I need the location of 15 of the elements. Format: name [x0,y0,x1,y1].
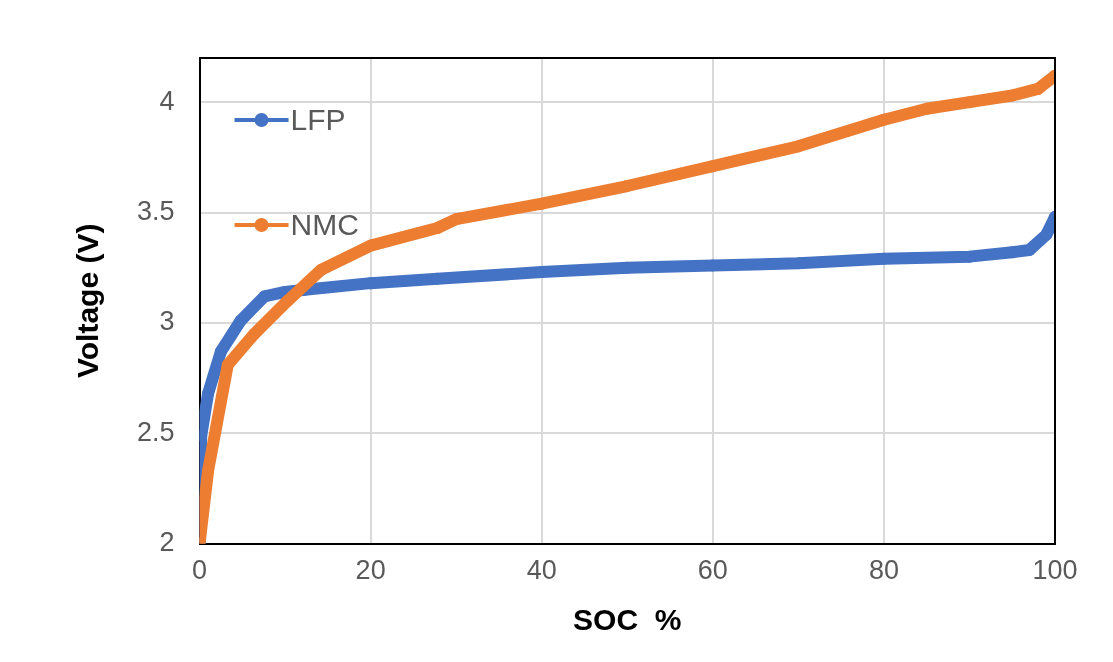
x-tick-label: 80 [868,555,899,586]
y-tick-label: 2 [159,527,175,558]
x-tick-label: 60 [697,555,728,586]
x-tick-label: 40 [526,555,557,586]
y-tick-label: 2.5 [136,416,175,447]
x-tick-label: 100 [1032,555,1078,586]
y-axis-title: Voltage (V) [71,223,105,379]
x-axis-title: SOC % [573,603,682,637]
y-tick-label: 3 [159,306,175,337]
legend-label: LFP [290,103,346,137]
x-tick-label: 20 [355,555,386,586]
y-tick-label: 3.5 [136,195,175,226]
x-tick-label: 0 [192,555,208,586]
y-tick-label: 4 [159,85,175,116]
legend-label: NMC [290,208,359,242]
